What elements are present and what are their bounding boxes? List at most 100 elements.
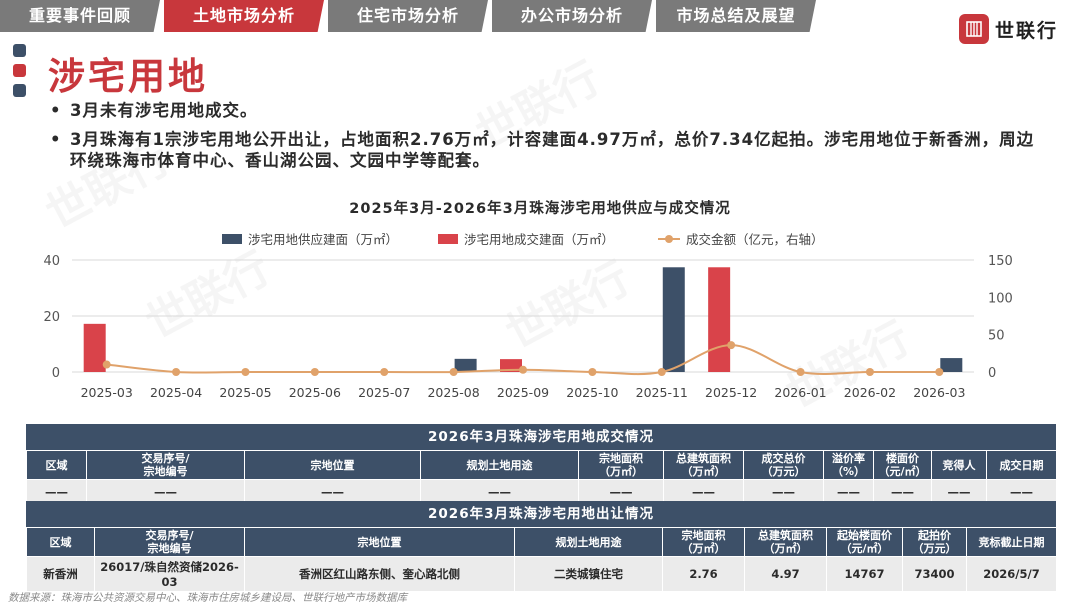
table-cell: ——	[26, 479, 87, 504]
table-row: —— —— —— —— —— —— —— —— —— —— ——	[26, 479, 1057, 504]
x-tick-label: 2026-03	[913, 385, 965, 400]
y-right-tick-label: 0	[988, 366, 996, 381]
table-row: 新香洲 26017/珠自然资储2026-03 香洲区红山路东侧、奎心路北侧 二类城镇住…	[26, 556, 1057, 592]
amount-point	[657, 368, 666, 376]
legend-label: 涉宅用地供应建面（万㎡）	[248, 232, 398, 247]
x-tick-label: 2025-04	[150, 385, 202, 400]
table-cell: 新香洲	[26, 556, 95, 592]
table-cell: 2.76	[662, 556, 745, 592]
amount-point	[588, 368, 597, 376]
land-supply-deal-chart: 0 20 40 0 50 100 150 2025-03 2025-04 2025-05 2025-…	[43, 232, 1013, 400]
table-cell: ——	[86, 479, 245, 504]
deal-table-header-cell: 宗地面积 （万㎡）	[578, 450, 664, 480]
section-tabs: 重要事件回顾 土地市场分析 住宅市场分析 办公市场分析 市场总结及展望	[0, 0, 820, 32]
supply-table-header-cell: 总建筑面积 （万㎡）	[744, 527, 827, 557]
deal-table-header-row: 区域 交易序号/ 宗地编号 宗地位置 规划土地用途 宗地面积 （万㎡） 总建筑面积 （万㎡…	[26, 450, 1057, 480]
table-cell: ——	[420, 479, 579, 504]
amount-point	[935, 368, 944, 376]
table-cell: ——	[743, 479, 824, 504]
page-title: 涉宅用地	[48, 55, 208, 98]
table-cell: 4.97	[744, 556, 827, 592]
x-tick-label: 2025-06	[289, 385, 341, 400]
deal-table-header-cell: 竞得人	[931, 450, 987, 480]
x-tick-label: 2025-09	[497, 385, 549, 400]
amount-point	[727, 341, 736, 350]
deal-table-header-cell: 成交总价 （万元）	[743, 450, 824, 480]
tab-summary-outlook[interactable]: 市场总结及展望	[656, 0, 816, 32]
table-cell: 二类城镇住宅	[514, 556, 663, 592]
x-tick-label: 2025-03	[81, 385, 133, 400]
x-tick-label: 2025-12	[705, 385, 757, 400]
legend-swatch	[665, 235, 673, 243]
bar-deal	[83, 323, 106, 372]
table-cell: ——	[244, 479, 421, 504]
x-tick-label: 2026-02	[844, 385, 896, 400]
brand-seal-icon	[958, 14, 989, 44]
amount-point	[241, 368, 250, 376]
supply-table-header-row: 区域 交易序号/ 宗地编号 宗地位置 规划土地用途 宗地面积 （万㎡） 总建筑面积 （万㎡…	[26, 527, 1057, 557]
supply-table-header-cell: 宗地位置	[244, 527, 515, 557]
x-tick-label: 2025-10	[566, 385, 618, 400]
amount-point	[449, 368, 458, 376]
table-cell: ——	[578, 479, 664, 504]
x-tick-label: 2025-08	[427, 385, 479, 400]
x-tick-label: 2025-05	[219, 385, 271, 400]
brand-logo: 世联行	[958, 12, 1058, 46]
table-cell: ——	[663, 479, 744, 504]
x-tick-label: 2026-01	[774, 385, 826, 400]
bar-supply	[940, 358, 963, 372]
supply-table-header-cell: 起拍价 （万元）	[902, 527, 967, 557]
data-source-note: 数据来源：珠海市公共资源交易中心、珠海市住房城乡建设局、世联行地产市场数据库	[8, 592, 407, 604]
amount-point	[796, 368, 805, 376]
table-cell: 2026/5/7	[966, 556, 1057, 592]
table-cell: ——	[931, 479, 987, 504]
amount-point	[310, 368, 319, 376]
tab-residential-market[interactable]: 住宅市场分析	[328, 0, 488, 32]
brand-name: 世联行	[994, 19, 1058, 42]
deal-table-header-cell: 宗地位置	[244, 450, 421, 480]
table-cell: 73400	[902, 556, 967, 592]
supply-table-header-cell: 交易序号/ 宗地编号	[94, 527, 245, 557]
deal-table: 2026年3月珠海涉宅用地成交情况 区域 交易序号/ 宗地编号 宗地位置 规划土地用途…	[26, 424, 1057, 504]
amount-point	[102, 360, 111, 369]
table-cell: ——	[873, 479, 932, 504]
deal-table-header-cell: 总建筑面积 （万㎡）	[663, 450, 744, 480]
supply-table-header-cell: 竞标截止日期	[966, 527, 1057, 557]
bar-supply	[454, 358, 477, 372]
supply-table-header-cell: 区域	[26, 527, 95, 557]
tab-office-market[interactable]: 办公市场分析	[492, 0, 652, 32]
table-cell: ——	[986, 479, 1057, 504]
legend-label: 涉宅用地成交建面（万㎡）	[464, 232, 614, 247]
legend-swatch	[222, 234, 242, 244]
x-tick-label: 2025-07	[358, 385, 410, 400]
table-cell: 26017/珠自然资储2026-03	[94, 556, 245, 592]
y-left-tick-label: 0	[52, 366, 60, 381]
y-right-tick-label: 100	[988, 291, 1013, 306]
legend-swatch	[438, 234, 458, 244]
supply-table-header-cell: 起始楼面价 （元/㎡）	[826, 527, 903, 557]
table-cell: 14767	[826, 556, 903, 592]
bullet-item: 3月珠海有1宗涉宅用地公开出让，占地面积2.76万㎡，计容建面4.97万㎡，总价…	[48, 129, 1048, 171]
deal-table-caption: 2026年3月珠海涉宅用地成交情况	[26, 424, 1056, 450]
table-cell: 香洲区红山路东侧、奎心路北侧	[244, 556, 515, 592]
deal-table-header-cell: 溢价率 （%）	[823, 450, 874, 480]
supply-table-caption: 2026年3月珠海涉宅用地出让情况	[26, 501, 1056, 527]
y-left-tick-label: 20	[43, 310, 60, 325]
amount-point	[865, 368, 874, 376]
legend-label: 成交金额（亿元，右轴）	[686, 232, 824, 247]
title-decoration	[13, 44, 26, 104]
supply-table: 2026年3月珠海涉宅用地出让情况 区域 交易序号/ 宗地编号 宗地位置 规划土地用途…	[26, 501, 1057, 592]
bar-deal	[708, 267, 731, 372]
deal-table-header-cell: 交易序号/ 宗地编号	[86, 450, 245, 480]
deal-table-header-cell: 楼面价 （元/㎡）	[873, 450, 932, 480]
y-left-tick-label: 40	[43, 254, 60, 269]
tab-events-review[interactable]: 重要事件回顾	[0, 0, 160, 32]
tab-land-market[interactable]: 土地市场分析	[164, 0, 324, 32]
summary-bullets: 3月未有涉宅用地成交。 3月珠海有1宗涉宅用地公开出让，占地面积2.76万㎡，计…	[48, 100, 1048, 179]
x-tick-label: 2025-11	[636, 385, 688, 400]
amount-point	[380, 368, 389, 376]
chart-title: 2025年3月-2026年3月珠海涉宅用地供应与成交情况	[349, 201, 731, 217]
bar-supply	[662, 267, 685, 372]
deal-table-header-cell: 成交日期	[986, 450, 1057, 480]
y-right-tick-label: 50	[988, 329, 1005, 344]
